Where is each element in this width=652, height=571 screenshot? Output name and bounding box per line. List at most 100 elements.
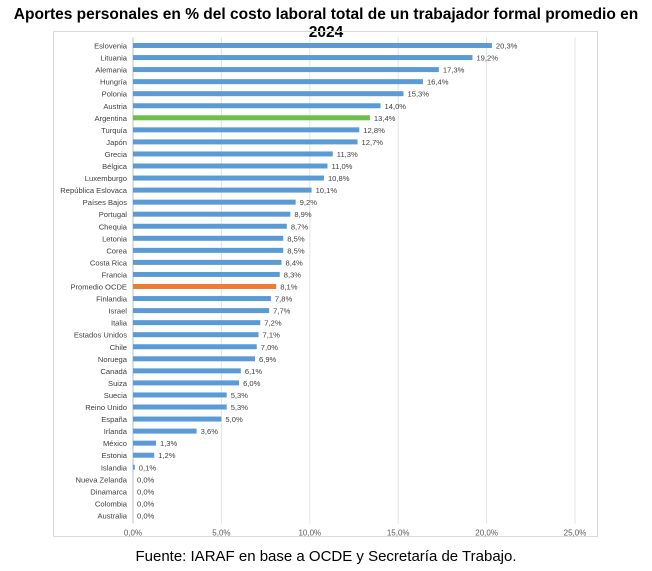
bar bbox=[133, 223, 287, 229]
data-label: 6,9% bbox=[259, 355, 277, 364]
data-label: 7,1% bbox=[263, 331, 281, 340]
bar bbox=[133, 175, 324, 181]
category-label: Chile bbox=[110, 343, 127, 352]
x-tick-label: 0,0% bbox=[124, 528, 142, 537]
data-label: 13,4% bbox=[374, 114, 396, 123]
category-label: Colombia bbox=[95, 499, 128, 508]
bar bbox=[133, 356, 255, 362]
category-label: Japón bbox=[106, 138, 127, 147]
bar bbox=[133, 139, 358, 145]
x-tick-label: 5,0% bbox=[212, 528, 230, 537]
category-label: Australia bbox=[97, 511, 127, 520]
category-label: Alemania bbox=[95, 66, 127, 75]
bar bbox=[133, 103, 381, 109]
bar bbox=[133, 259, 282, 265]
category-label: Irlanda bbox=[104, 427, 128, 436]
bar bbox=[133, 440, 156, 446]
category-label: Corea bbox=[106, 246, 127, 255]
data-label: 9,2% bbox=[300, 198, 318, 207]
data-label: 6,0% bbox=[243, 379, 261, 388]
bar bbox=[133, 55, 473, 61]
bar bbox=[133, 43, 492, 48]
bar bbox=[133, 320, 261, 326]
category-label: Francia bbox=[102, 270, 128, 279]
bar bbox=[133, 464, 135, 470]
bar bbox=[133, 452, 155, 458]
chart-title: Aportes personales en % del costo labora… bbox=[13, 6, 639, 41]
bar bbox=[133, 308, 270, 314]
category-label: Argentina bbox=[94, 114, 127, 123]
category-label: Promedio OCDE bbox=[70, 283, 127, 292]
category-label: Letonia bbox=[102, 234, 128, 243]
data-label: 8,7% bbox=[291, 222, 309, 231]
bar bbox=[133, 368, 241, 374]
bar bbox=[133, 79, 423, 85]
data-label: 7,2% bbox=[264, 319, 282, 328]
category-label: Italia bbox=[111, 319, 128, 328]
category-label: Islandia bbox=[101, 463, 128, 472]
category-label: Hungría bbox=[100, 78, 128, 87]
category-label: Reino Unido bbox=[85, 403, 127, 412]
data-label: 12,8% bbox=[363, 126, 385, 135]
bar bbox=[133, 115, 370, 121]
category-label: Estonia bbox=[102, 451, 128, 460]
data-label: 8,1% bbox=[280, 283, 298, 292]
data-label: 3,6% bbox=[201, 427, 219, 436]
data-label: 12,7% bbox=[362, 138, 384, 147]
bar bbox=[133, 247, 284, 253]
data-label: 17,3% bbox=[443, 66, 465, 75]
category-label: México bbox=[103, 439, 127, 448]
bar bbox=[133, 235, 284, 241]
data-label: 10,8% bbox=[328, 174, 350, 183]
category-label: Turquía bbox=[101, 126, 128, 135]
category-label: Eslovenia bbox=[94, 42, 128, 51]
data-label: 8,4% bbox=[286, 258, 304, 267]
category-label: Polonia bbox=[102, 90, 128, 99]
data-label: 16,4% bbox=[427, 78, 449, 87]
bar bbox=[133, 344, 257, 350]
bar bbox=[133, 199, 296, 205]
category-label: España bbox=[101, 415, 128, 424]
bar bbox=[133, 392, 227, 398]
data-label: 8,3% bbox=[284, 270, 302, 279]
category-label: Luxemburgo bbox=[85, 174, 127, 183]
chart-frame bbox=[53, 31, 598, 537]
data-label: 5,3% bbox=[231, 403, 249, 412]
category-label: Bélgica bbox=[102, 162, 128, 171]
data-label: 10,1% bbox=[316, 186, 338, 195]
data-label: 7,8% bbox=[275, 295, 293, 304]
data-label: 0,0% bbox=[137, 511, 155, 520]
source-note: Fuente: IARAF en base a OCDE y Secretarí… bbox=[135, 548, 517, 565]
category-label: Suiza bbox=[108, 379, 128, 388]
x-tick-label: 20,0% bbox=[475, 528, 498, 537]
data-label: 0,0% bbox=[137, 487, 155, 496]
data-label: 8,9% bbox=[294, 210, 312, 219]
bar bbox=[133, 284, 277, 289]
data-label: 0,1% bbox=[139, 463, 157, 472]
bar bbox=[133, 187, 312, 193]
x-tick-label: 15,0% bbox=[387, 528, 410, 537]
x-tick-label: 25,0% bbox=[564, 528, 587, 537]
category-label: Israel bbox=[108, 307, 127, 316]
category-label: Nueva Zelanda bbox=[75, 475, 127, 484]
data-label: 0,0% bbox=[137, 475, 155, 484]
bar bbox=[133, 127, 360, 133]
bar bbox=[133, 271, 280, 277]
bar bbox=[133, 163, 328, 169]
data-label: 20,3% bbox=[496, 42, 518, 51]
bar bbox=[133, 416, 222, 422]
bar bbox=[133, 296, 271, 302]
bar bbox=[133, 428, 197, 434]
data-label: 8,5% bbox=[287, 234, 305, 243]
data-label: 8,5% bbox=[287, 246, 305, 255]
x-tick-label: 10,0% bbox=[298, 528, 321, 537]
data-label: 19,2% bbox=[476, 54, 498, 63]
category-label: Austria bbox=[103, 102, 127, 111]
data-label: 11,3% bbox=[337, 150, 358, 159]
bar bbox=[133, 151, 333, 157]
category-label: Costa Rica bbox=[90, 258, 128, 267]
category-label: Noruega bbox=[98, 355, 128, 364]
category-label: Países Bajos bbox=[83, 198, 128, 207]
bar bbox=[133, 67, 439, 73]
